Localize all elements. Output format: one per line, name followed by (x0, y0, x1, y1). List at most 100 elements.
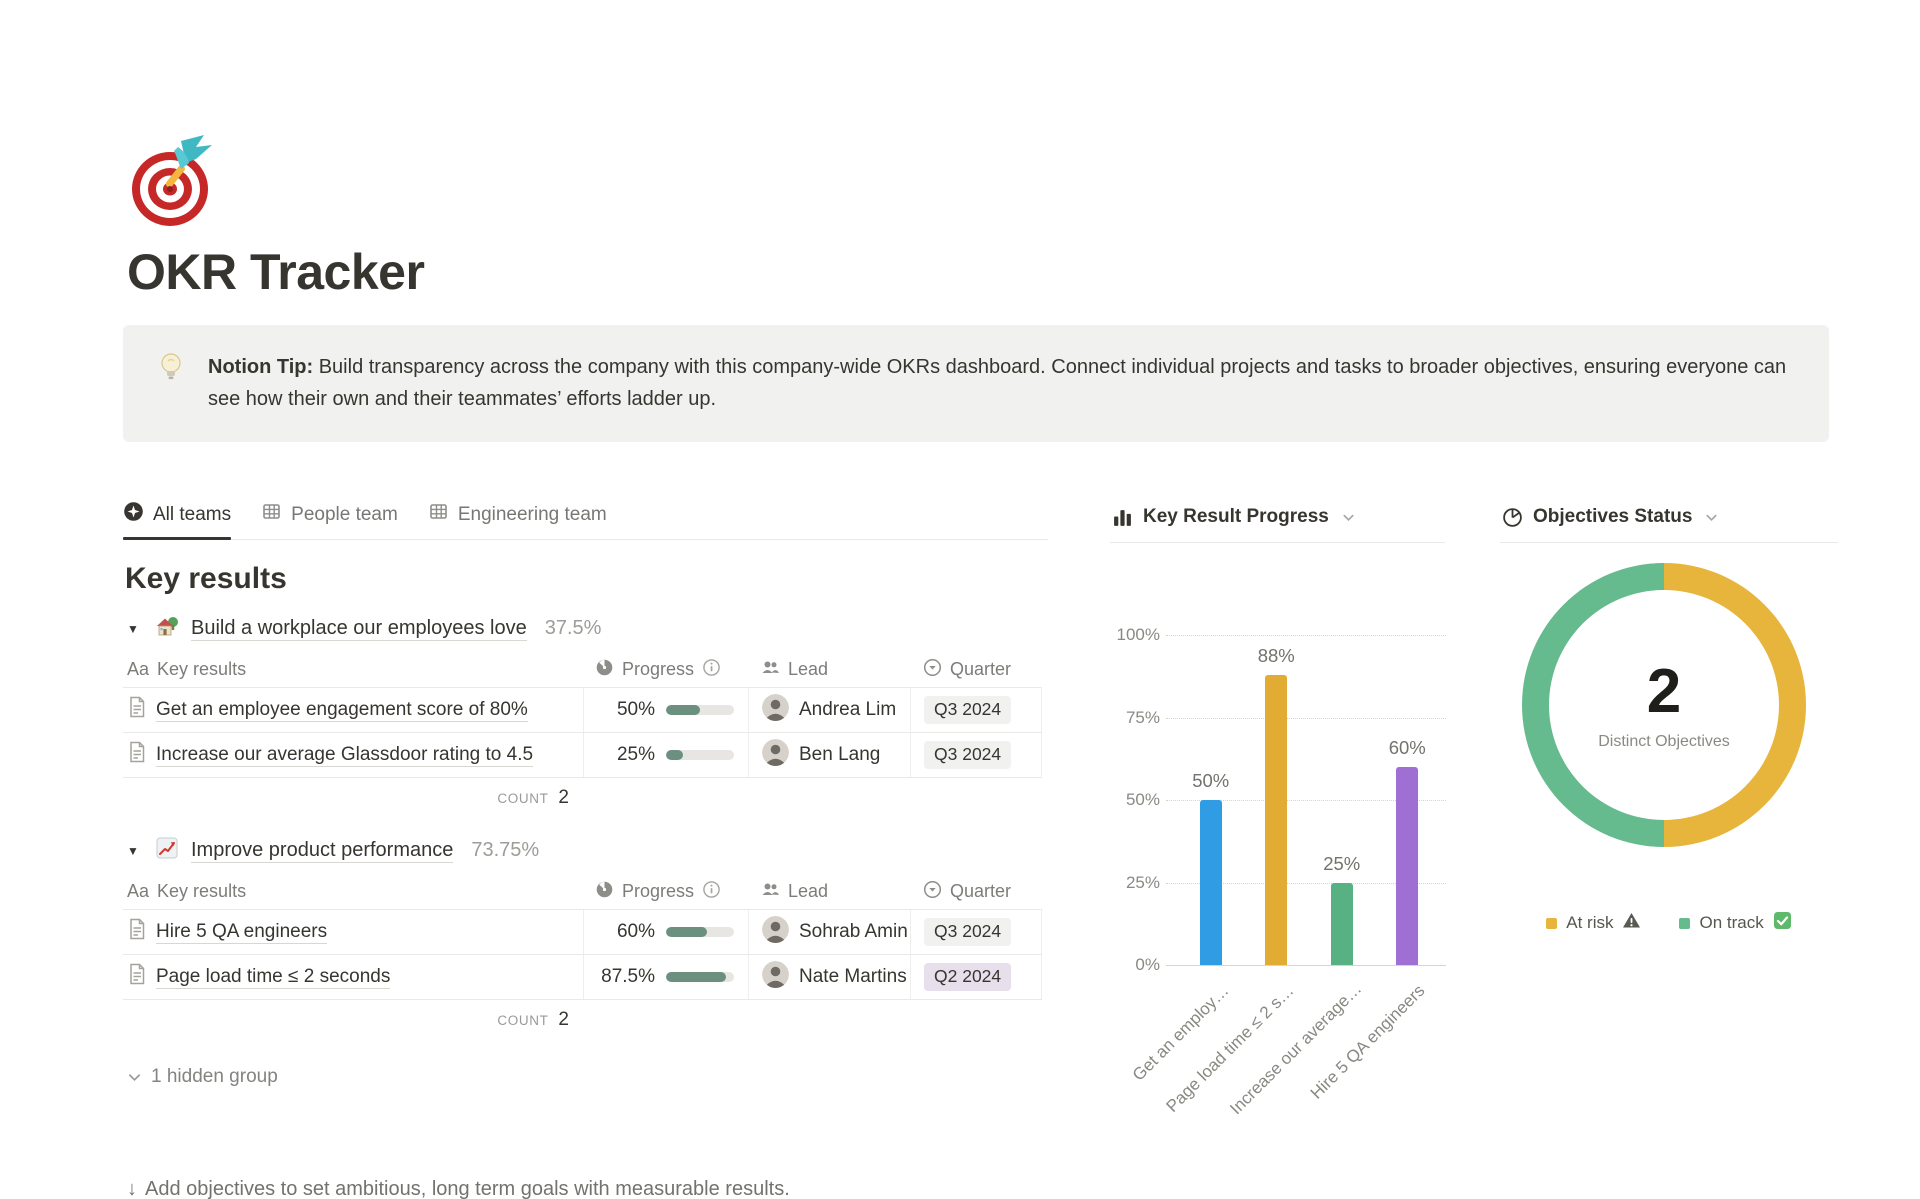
tab-engineering-team[interactable]: Engineering team (428, 501, 607, 539)
callout-text: Notion Tip: Build transparency across th… (208, 351, 1795, 416)
column-header-label: Progress (622, 659, 695, 679)
pie-chart-icon (1503, 507, 1522, 527)
key-result-link[interactable]: Get an employee engagement score of 80% (156, 698, 528, 722)
hidden-group-toggle[interactable]: 1 hidden group (127, 1066, 1048, 1088)
gridline (1166, 882, 1446, 884)
quarter-pill: Q3 2024 (924, 741, 1012, 769)
column-header-progress[interactable]: Progress (583, 874, 748, 909)
warning-icon (1622, 911, 1641, 935)
quarter-pill: Q2 2024 (924, 963, 1012, 991)
column-header-lead[interactable]: Lead (748, 652, 910, 687)
progress-bar-fill (666, 972, 726, 982)
page-icon-target-emoji[interactable] (126, 133, 226, 233)
column-header-label: Lead (788, 659, 829, 679)
donut-center: 2 Distinct Objectives (1549, 590, 1779, 820)
key-results-table: Aa Key results Progress Lead Quarter Hire 5 Q… (123, 874, 1042, 1040)
objective-group-header: ▼ Build a workplace our employees love 37.… (123, 610, 1048, 652)
lead-cell[interactable]: Andrea Lim (748, 688, 910, 732)
x-axis-category-label: Hire 5 QA engineers (1306, 981, 1429, 1103)
progress-bar-fill (666, 705, 700, 715)
target-emoji (132, 135, 212, 226)
tab-people-team[interactable]: People team (261, 501, 398, 539)
info-icon[interactable] (702, 658, 721, 682)
table-header-row: Aa Key results Progress Lead Quarter (123, 874, 1042, 910)
page-icon-document (127, 696, 147, 724)
lead-cell[interactable]: Nate Martins (748, 955, 910, 999)
objective-progress-percent: 73.75% (471, 839, 540, 861)
bar-chart-title: Key Result Progress (1143, 506, 1329, 527)
callout-body: Build transparency across the company wi… (208, 356, 1787, 411)
key-result-progress-card: Key Result Progress 0% 25% 50% 75% 100% 50% Ge… (1110, 500, 1446, 1133)
quarter-cell[interactable]: Q3 2024 (910, 688, 1042, 732)
chevron-down-icon (1343, 514, 1354, 521)
text-property-icon: Aa (127, 881, 150, 901)
group-toggle-triangle-icon[interactable]: ▼ (127, 621, 139, 636)
select-icon (923, 658, 942, 682)
bar-chart-icon (1114, 509, 1131, 526)
objectives-status-header[interactable]: Objectives Status (1500, 500, 1838, 543)
column-header-quarter[interactable]: Quarter (910, 874, 1042, 909)
legend-item-on-track[interactable]: On track (1679, 911, 1791, 935)
notion-tip-callout: Notion Tip: Build transparency across th… (123, 325, 1829, 442)
key-result-link[interactable]: Increase our average Glassdoor rating to… (156, 743, 534, 767)
progress-percent: 60% (616, 921, 655, 942)
quarter-cell[interactable]: Q2 2024 (910, 955, 1042, 999)
key-result-link[interactable]: Page load time ≤ 2 seconds (156, 965, 391, 989)
legend-item-at-risk[interactable]: At risk (1546, 911, 1641, 935)
tab-all-teams[interactable]: All teams (123, 501, 232, 540)
column-header-name[interactable]: Aa Key results (123, 652, 583, 687)
lead-cell[interactable]: Ben Lang (748, 733, 910, 777)
add-objectives-hint: ↓ Add objectives to set ambitious, long … (127, 1178, 790, 1199)
donut-center-value: 2 (1646, 657, 1682, 727)
page-icon-document (127, 741, 147, 769)
bar-value-label: 88% (1257, 644, 1295, 666)
bar-value-label: 25% (1323, 852, 1361, 874)
column-header-lead[interactable]: Lead (748, 874, 910, 909)
progress-percent: 87.5% (601, 966, 655, 987)
avatar (762, 915, 789, 949)
info-icon[interactable] (702, 880, 721, 904)
column-header-name[interactable]: Aa Key results (123, 874, 583, 909)
lightbulb-icon (161, 353, 181, 380)
objective-title-link[interactable]: Build a workplace our employees love (191, 616, 527, 641)
count-label: COUNT (497, 790, 549, 806)
objective-title-link[interactable]: Improve product performance (191, 838, 454, 863)
key-result-name-cell: Hire 5 QA engineers (123, 910, 583, 954)
group-toggle-triangle-icon[interactable]: ▼ (127, 843, 139, 858)
tab-label: People team (291, 503, 398, 525)
objective-group-header: ▼ Improve product performance 73.75% (123, 832, 1048, 874)
key-results-section: All teams People team Engineering team Key… (123, 500, 1048, 1088)
count-row: COUNT 2 (123, 1000, 583, 1040)
y-axis-tick-label: 0% (1135, 955, 1160, 974)
gauge-icon (595, 880, 614, 904)
progress-percent: 25% (616, 744, 655, 765)
key-result-name-cell: Get an employee engagement score of 80% (123, 688, 583, 732)
progress-bar-track (666, 705, 734, 715)
y-axis-tick-label: 75% (1125, 707, 1160, 727)
lead-name: Andrea Lim (799, 699, 897, 720)
table-icon (261, 501, 282, 528)
page-icon-document (127, 963, 147, 991)
gridline (1166, 800, 1446, 801)
quarter-cell[interactable]: Q3 2024 (910, 733, 1042, 777)
progress-cell: 25% (583, 733, 748, 777)
progress-bar-track (666, 927, 734, 937)
x-axis-category-label: Page load time ≤ 2 s… (1162, 981, 1298, 1116)
column-header-progress[interactable]: Progress (583, 652, 748, 687)
key-result-progress-header[interactable]: Key Result Progress (1110, 500, 1445, 543)
table-icon (428, 501, 449, 528)
legend-label: On track (1699, 913, 1764, 932)
tab-label: All teams (153, 503, 232, 525)
quarter-cell[interactable]: Q3 2024 (910, 910, 1042, 954)
progress-bar-track (666, 750, 734, 760)
house-emoji (155, 614, 179, 643)
y-axis-tick-label: 50% (1125, 790, 1160, 809)
people-icon (761, 658, 780, 682)
gridline (1166, 717, 1446, 719)
lead-cell[interactable]: Sohrab Amin (748, 910, 910, 954)
key-result-link[interactable]: Hire 5 QA engineers (156, 920, 328, 944)
column-header-label: Lead (788, 881, 829, 901)
legend-swatch (1679, 917, 1691, 929)
column-header-quarter[interactable]: Quarter (910, 652, 1042, 687)
